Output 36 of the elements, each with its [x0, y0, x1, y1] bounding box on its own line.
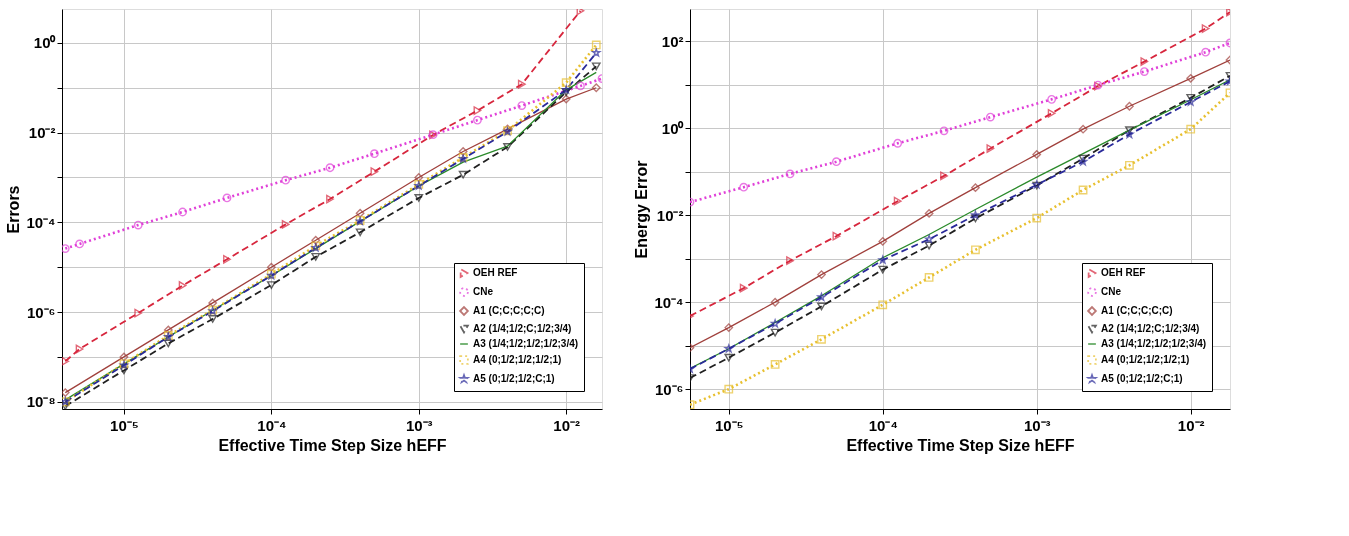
- legend-label: CNe: [1101, 286, 1122, 297]
- y-tick-label: 10²: [661, 32, 684, 50]
- x-tick-label: 10⁻³: [1023, 416, 1051, 434]
- y-tick-label: 10⁻²: [28, 124, 56, 142]
- y-tick-label: 10⁰: [33, 34, 57, 52]
- x-tick-label: 10⁻³: [405, 416, 433, 434]
- legend-label: OEH REF: [1101, 267, 1146, 278]
- x-axis-title: Effective Time Step Size hEFF: [218, 436, 447, 454]
- legend-label: A5 (0;1/2;1/2;C;1): [473, 373, 555, 384]
- x-tick-label: 10⁻⁴: [257, 416, 287, 434]
- x-tick-label: 10⁻⁴: [868, 416, 898, 434]
- x-tick-label: 10⁻²: [1177, 416, 1205, 434]
- x-tick-label: 10⁻²: [553, 416, 581, 434]
- legend-label: A3 (1/4;1/2;1/2;1/2;3/4): [473, 338, 579, 349]
- x-tick-label: 10⁻⁵: [714, 416, 744, 434]
- y-tick-label: 10⁻⁶: [26, 303, 56, 321]
- legend-label: A1 (C;C;C;C;C): [473, 305, 545, 316]
- y-axis-title: Energy Error: [633, 160, 651, 259]
- y-tick-label: 10⁰: [661, 119, 685, 137]
- y-axis-title: Errors: [5, 185, 23, 234]
- y-tick-label: 10⁻²: [656, 206, 684, 224]
- legend-label: A2 (1/4;1/2;C;1/2;3/4): [473, 323, 572, 334]
- y-tick-label: 10⁻⁴: [26, 213, 56, 231]
- legend-label: A1 (C;C;C;C;C): [1101, 305, 1173, 316]
- legend-label: A2 (1/4;1/2;C;1/2;3/4): [1101, 323, 1200, 334]
- y-tick-label: 10⁻⁶: [654, 380, 684, 398]
- y-tick-label: 10⁻⁸: [26, 393, 56, 411]
- legend-label: A4 (0;1/2;1/2;1/2;1): [473, 354, 562, 365]
- legend-label: A4 (0;1/2;1/2;1/2;1): [1101, 354, 1190, 365]
- legend-label: CNe: [473, 286, 494, 297]
- x-tick-label: 10⁻⁵: [110, 416, 139, 434]
- legend-label: A3 (1/4;1/2;1/2;1/2;3/4): [1101, 338, 1207, 349]
- legend-label: OEH REF: [473, 267, 518, 278]
- y-tick-label: 10⁻⁴: [654, 293, 684, 311]
- x-axis-title: Effective Time Step Size hEFF: [846, 436, 1075, 454]
- legend-label: A5 (0;1/2;1/2;C;1): [1101, 373, 1183, 384]
